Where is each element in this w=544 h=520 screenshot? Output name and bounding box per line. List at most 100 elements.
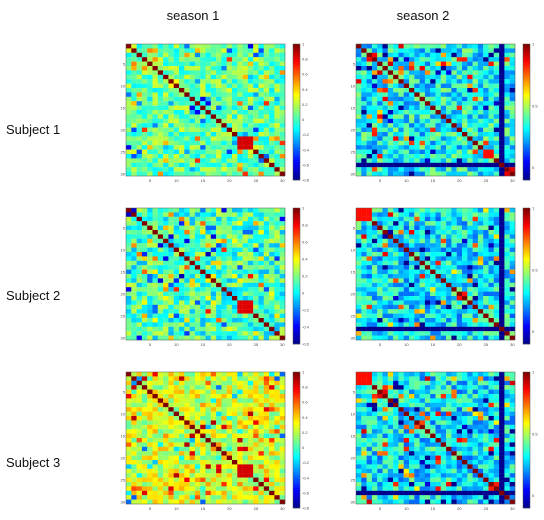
heatmap-cell (210, 48, 217, 53)
colorbar-segment (293, 426, 300, 429)
colorbar-segment (523, 226, 530, 229)
heatmap-cell (157, 79, 164, 84)
heatmap-cell (131, 495, 137, 500)
colorbar-segment (523, 123, 530, 126)
heatmap-cell (269, 402, 275, 408)
heatmap-cell (504, 70, 510, 75)
heatmap-cell (173, 464, 180, 469)
heatmap-cell (163, 118, 169, 124)
heatmap-cell (361, 66, 367, 71)
heatmap-cell (157, 74, 164, 80)
heatmap-cell (216, 424, 222, 430)
heatmap-cell (504, 88, 510, 93)
heatmap-cell (253, 74, 259, 80)
colorbar-segment (523, 134, 530, 138)
heatmap-cell (173, 140, 180, 146)
heatmap-cell (451, 154, 457, 159)
heatmap-cell (152, 451, 158, 456)
heatmap-cell (141, 70, 148, 75)
heatmap-cell (274, 101, 280, 106)
heatmap-cell (393, 127, 399, 133)
colorbar-segment (293, 253, 300, 256)
heatmap-cell (269, 162, 275, 168)
heatmap-cell (131, 101, 137, 106)
heatmap-cell (269, 127, 275, 133)
heatmap-cell (157, 416, 164, 421)
heatmap-cell (173, 154, 180, 159)
heatmap-cell (232, 269, 238, 275)
heatmap-cell (435, 88, 441, 93)
heatmap-cell (430, 331, 436, 336)
heatmap-cell (131, 212, 137, 217)
heatmap-cell (377, 110, 383, 115)
heatmap-cell (131, 110, 137, 115)
heatmap-cell (168, 70, 174, 75)
colorbar-segment (523, 321, 530, 324)
row-label-subject-2: Subject 2 (6, 288, 61, 303)
heatmap-cell (509, 127, 516, 133)
heatmap-cell (472, 110, 479, 115)
heatmap-cell (499, 158, 505, 163)
heatmap-cell (279, 380, 286, 386)
heatmap-cell (279, 372, 286, 377)
heatmap-cell (226, 252, 233, 257)
heatmap-cell (451, 149, 457, 155)
heatmap-cell (387, 61, 394, 67)
heatmap-cell (253, 473, 259, 478)
heatmap-cell (194, 92, 201, 97)
heatmap-cell (131, 385, 137, 390)
heatmap-cell (226, 473, 233, 478)
heatmap-cell (446, 318, 452, 323)
heatmap-cell (237, 291, 243, 297)
heatmap-cell (126, 411, 132, 417)
heatmap-cell (263, 145, 270, 150)
heatmap-cell (157, 274, 164, 279)
heatmap-cell (200, 442, 206, 447)
heatmap-cell (477, 145, 484, 150)
heatmap-cell (274, 318, 280, 323)
heatmap-cell (269, 482, 275, 487)
heatmap-cell (393, 110, 399, 115)
heatmap-cell (446, 70, 452, 75)
heatmap-cell (205, 140, 211, 146)
heatmap-cell (263, 464, 270, 469)
heatmap-cell (141, 208, 148, 213)
heatmap-cell (126, 247, 132, 253)
heatmap-cell (269, 296, 275, 301)
heatmap-cell (242, 70, 249, 75)
heatmap-cell (221, 473, 227, 478)
heatmap-cell (131, 278, 137, 283)
heatmap-cell (279, 486, 286, 491)
heatmap-cell (414, 123, 420, 128)
heatmap-cell (377, 136, 383, 141)
heatmap-cell (253, 433, 259, 439)
heatmap-cell (499, 230, 505, 235)
heatmap-cell (269, 52, 275, 58)
heatmap-cell (131, 247, 137, 253)
heatmap-cell (387, 278, 394, 283)
heatmap-cell (279, 455, 286, 461)
heatmap-cell (274, 154, 280, 159)
heatmap-cell (242, 331, 249, 336)
heatmap-cell (232, 300, 238, 305)
heatmap-cell (269, 208, 275, 213)
heatmap-cell (371, 304, 378, 310)
heatmap-cell (414, 278, 420, 283)
heatmap-cell (226, 495, 233, 500)
heatmap-cell (237, 171, 243, 177)
heatmap-cell (179, 433, 185, 439)
heatmap-cell (200, 221, 206, 226)
heatmap-cell (253, 451, 259, 456)
heatmap-cell (424, 225, 431, 231)
heatmap-cell (205, 482, 211, 487)
heatmap-cell (509, 376, 516, 381)
heatmap-cell (393, 234, 399, 239)
heatmap-cell (157, 394, 164, 399)
heatmap-cell (424, 216, 431, 222)
heatmap-cell (247, 318, 254, 323)
heatmap-cell (258, 123, 264, 128)
heatmap-cell (446, 291, 452, 297)
colorbar-segment (293, 485, 300, 488)
colorbar-segment (523, 228, 530, 231)
heatmap-cell (462, 247, 468, 253)
